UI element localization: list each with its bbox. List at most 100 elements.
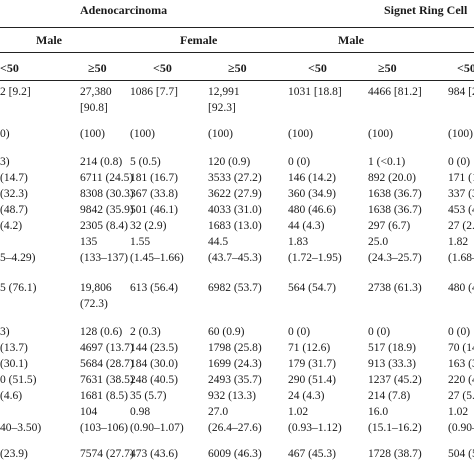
table-cell: (100) (130, 128, 155, 140)
table-cell: 0 (0) (368, 326, 391, 338)
table-cell: 367 (33.8) (130, 188, 178, 200)
table-cell: 4466 [81.2] (368, 86, 422, 98)
table-cell: 3) (0, 156, 10, 168)
table-cell: 6009 (46.3) (208, 448, 262, 460)
table-cell: [92.3] (208, 102, 236, 114)
table-cell: 613 (56.4) (130, 282, 178, 294)
table-cell: 1728 (38.7) (368, 448, 422, 460)
table-cell: 0.98 (130, 406, 151, 418)
table-cell: 16.0 (368, 406, 389, 418)
header-rule-1 (0, 27, 474, 28)
table-cell: 6711 (24.5) (80, 172, 134, 184)
age-header-col-6: <50 (457, 61, 474, 75)
table-cell: 104 (80, 406, 98, 418)
table-cell: 473 (43.6) (130, 448, 178, 460)
table-cell: 1798 (25.8) (208, 342, 262, 354)
table-cell: 248 (40.5) (130, 374, 178, 386)
table-cell: 9842 (35.9) (80, 204, 134, 216)
table-cell: 5 (76.1) (0, 282, 37, 294)
table-cell: 0 (0) (448, 326, 471, 338)
table-cell: 3) (0, 326, 10, 338)
table-cell: 1.55 (130, 236, 151, 248)
table-cell: 1.02 (288, 406, 309, 418)
age-header-col-5: ≥50 (378, 61, 397, 75)
table-cell: 297 (6.7) (368, 220, 411, 232)
table-cell: 1699 (24.3) (208, 358, 262, 370)
table-cell: 501 (46.1) (130, 204, 178, 216)
table-cell: 27 (2.7 (448, 220, 474, 232)
table-cell: (24.3–25.7) (368, 252, 422, 264)
sex-header-male-2: Male (338, 33, 364, 47)
table-cell: (100) (448, 128, 473, 140)
table-cell: (0.90– (448, 422, 474, 434)
table-cell: 480 (4 (448, 282, 474, 294)
header-rule-3 (0, 80, 474, 81)
table-cell: 70 (14 (448, 342, 474, 354)
table-cell: 0) (0, 128, 10, 140)
header-rule-2 (0, 52, 474, 53)
age-header-col-2: <50 (153, 61, 172, 75)
table-cell: 5 (0.5) (130, 156, 161, 168)
table-cell: 0 (0) (448, 156, 471, 168)
table-cell: 32 (2.9) (130, 220, 167, 232)
table-cell: 0 (51.5) (0, 374, 37, 386)
table-cell: (13.7) (0, 342, 28, 354)
table-cell: 517 (18.9) (368, 342, 416, 354)
table-cell: 220 (4 (448, 374, 474, 386)
table-cell: 27 (5.6 (448, 390, 474, 402)
table-cell: (100) (80, 128, 105, 140)
table-cell: (30.1) (0, 358, 28, 370)
table-cell: 146 (14.2) (288, 172, 336, 184)
table-cell: 7631 (38.5) (80, 374, 134, 386)
table-cell: 6982 (53.7) (208, 282, 262, 294)
table-cell: (15.1–16.2) (368, 422, 422, 434)
age-header-col-4: <50 (308, 61, 327, 75)
table-cell: 892 (20.0) (368, 172, 416, 184)
age-header-col-1: ≥50 (88, 61, 107, 75)
table-cell: 1237 (45.2) (368, 374, 422, 386)
table-cell: (100) (288, 128, 313, 140)
table-cell: 27,380 (80, 86, 112, 98)
table-cell: 984 [2 (448, 86, 474, 98)
table-cell: 1681 (8.5) (80, 390, 128, 402)
table-cell: 504 (5 (448, 448, 474, 460)
table-cell: 60 (0.9) (208, 326, 245, 338)
table-cell: 24 (4.3) (288, 390, 325, 402)
table-cell: 40–3.50) (0, 422, 42, 434)
table-cell: 27.0 (208, 406, 229, 418)
table-cell: (43.7–45.3) (208, 252, 262, 264)
table-cell: 1086 [7.7] (130, 86, 178, 98)
table-cell: 913 (33.3) (368, 358, 416, 370)
table-cell: (0.93–1.12) (288, 422, 342, 434)
table-cell: 1.02 (448, 406, 469, 418)
table-cell: 564 (54.7) (288, 282, 336, 294)
table-cell: 8308 (30.3) (80, 188, 134, 200)
table-cell: (72.3) (80, 298, 108, 310)
table-cell: 467 (45.3) (288, 448, 336, 460)
table-cell: 163 (3 (448, 358, 474, 370)
age-header-col-0: <50 (0, 61, 19, 75)
table-cell: 2493 (35.7) (208, 374, 262, 386)
table-cell: 1 (<0.1) (368, 156, 406, 168)
table-cell: 7574 (27.7) (80, 448, 134, 460)
table-cell: (103–106) (80, 422, 128, 434)
table-cell: 71 (12.6) (288, 342, 331, 354)
table-cell: (100) (208, 128, 233, 140)
table-cell: (0.90–1.07) (130, 422, 184, 434)
table-cell: 179 (31.7) (288, 358, 336, 370)
table-cell: (1.72–1.95) (288, 252, 342, 264)
age-header-col-3: ≥50 (228, 61, 247, 75)
table-cell: 171 (1 (448, 172, 474, 184)
table-cell: (4.6) (0, 390, 23, 402)
table-cell: (100) (368, 128, 393, 140)
table-cell: 2 [9.2] (0, 86, 31, 98)
table-cell: 1.82 (448, 236, 469, 248)
table-cell: (23.9) (0, 448, 28, 460)
table-cell: 25.0 (368, 236, 389, 248)
table-cell: 3533 (27.2) (208, 172, 262, 184)
table-cell: 290 (51.4) (288, 374, 336, 386)
table-cell: 184 (30.0) (130, 358, 178, 370)
table-cell: 0 (0) (288, 326, 311, 338)
table-cell: (1.45–1.66) (130, 252, 184, 264)
table-cell: (4.2) (0, 220, 23, 232)
